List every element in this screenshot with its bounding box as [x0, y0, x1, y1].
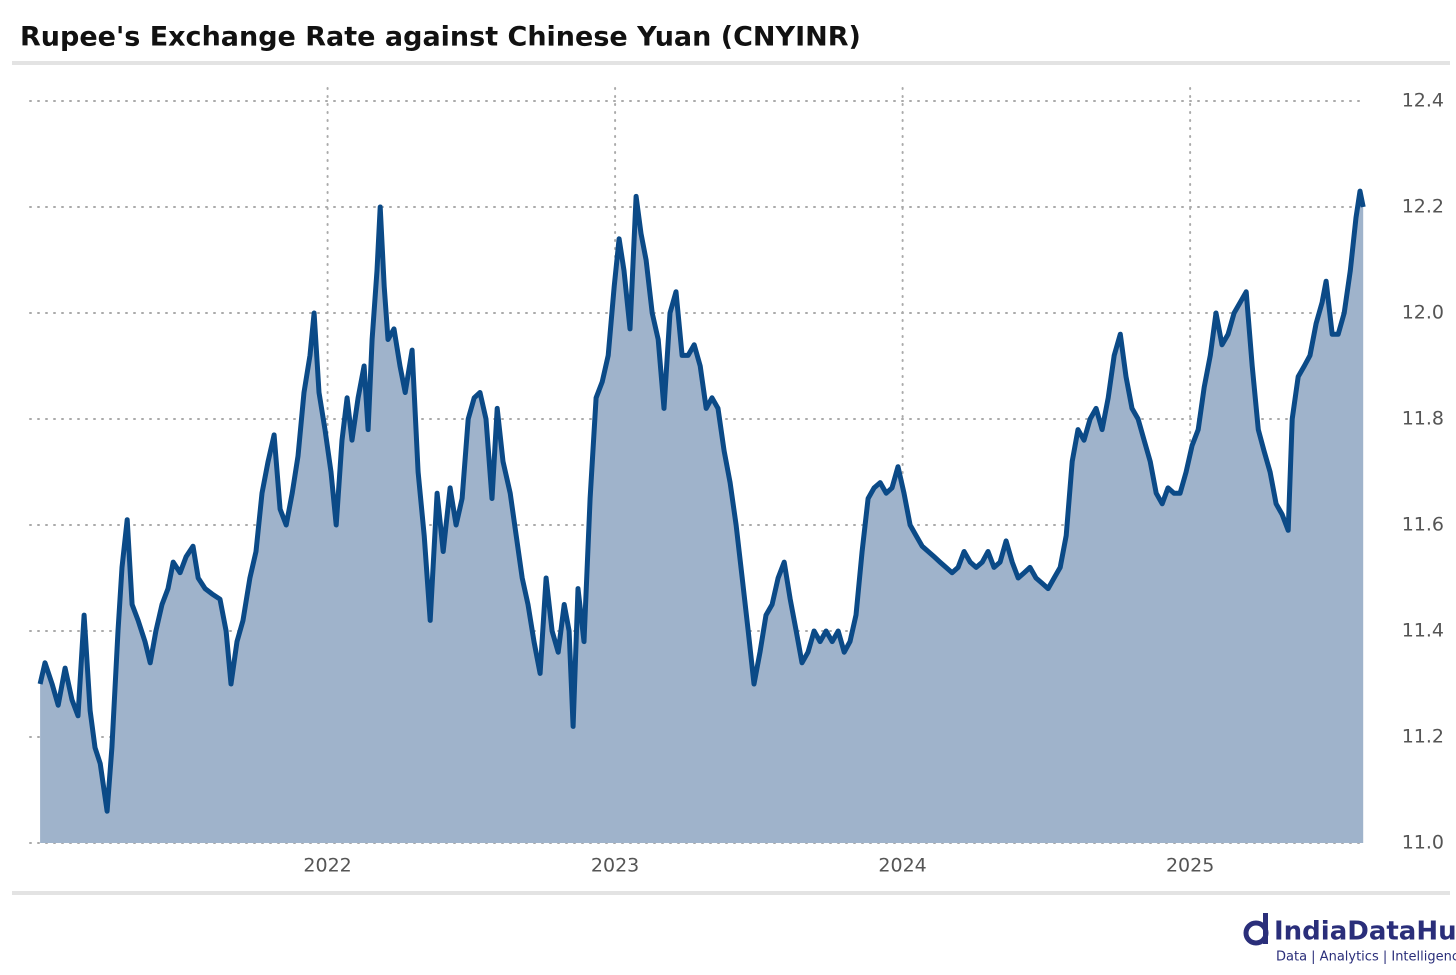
y-tick-label: 11.2 [1402, 726, 1444, 748]
y-tick-label: 11.0 [1402, 832, 1444, 854]
y-tick-label: 11.4 [1402, 620, 1444, 642]
x-tick-label: 2022 [303, 855, 351, 877]
brand-name: IndiaDataHub [1274, 917, 1456, 947]
logo-icon-stem [1263, 913, 1268, 944]
y-tick-label: 11.8 [1402, 408, 1444, 430]
y-tick-label: 12.4 [1402, 90, 1444, 112]
brand-tagline: Data | Analytics | Intelligence [1276, 950, 1456, 965]
x-tick-label: 2024 [878, 855, 926, 877]
x-tick-label: 2023 [591, 855, 639, 877]
x-tick-label: 2025 [1166, 855, 1214, 877]
chart-title: Rupee's Exchange Rate against Chinese Yu… [20, 22, 861, 53]
area-fill [40, 191, 1364, 844]
line [37, 188, 1366, 814]
top-rule [12, 61, 1450, 65]
logo: IndiaDataHub Data | Analytics | Intellig… [1243, 913, 1456, 965]
y-tick-label: 12.0 [1402, 302, 1444, 324]
bottom-rule [12, 891, 1450, 895]
y-tick-label: 12.2 [1402, 196, 1444, 218]
y-tick-label: 11.6 [1402, 514, 1444, 536]
